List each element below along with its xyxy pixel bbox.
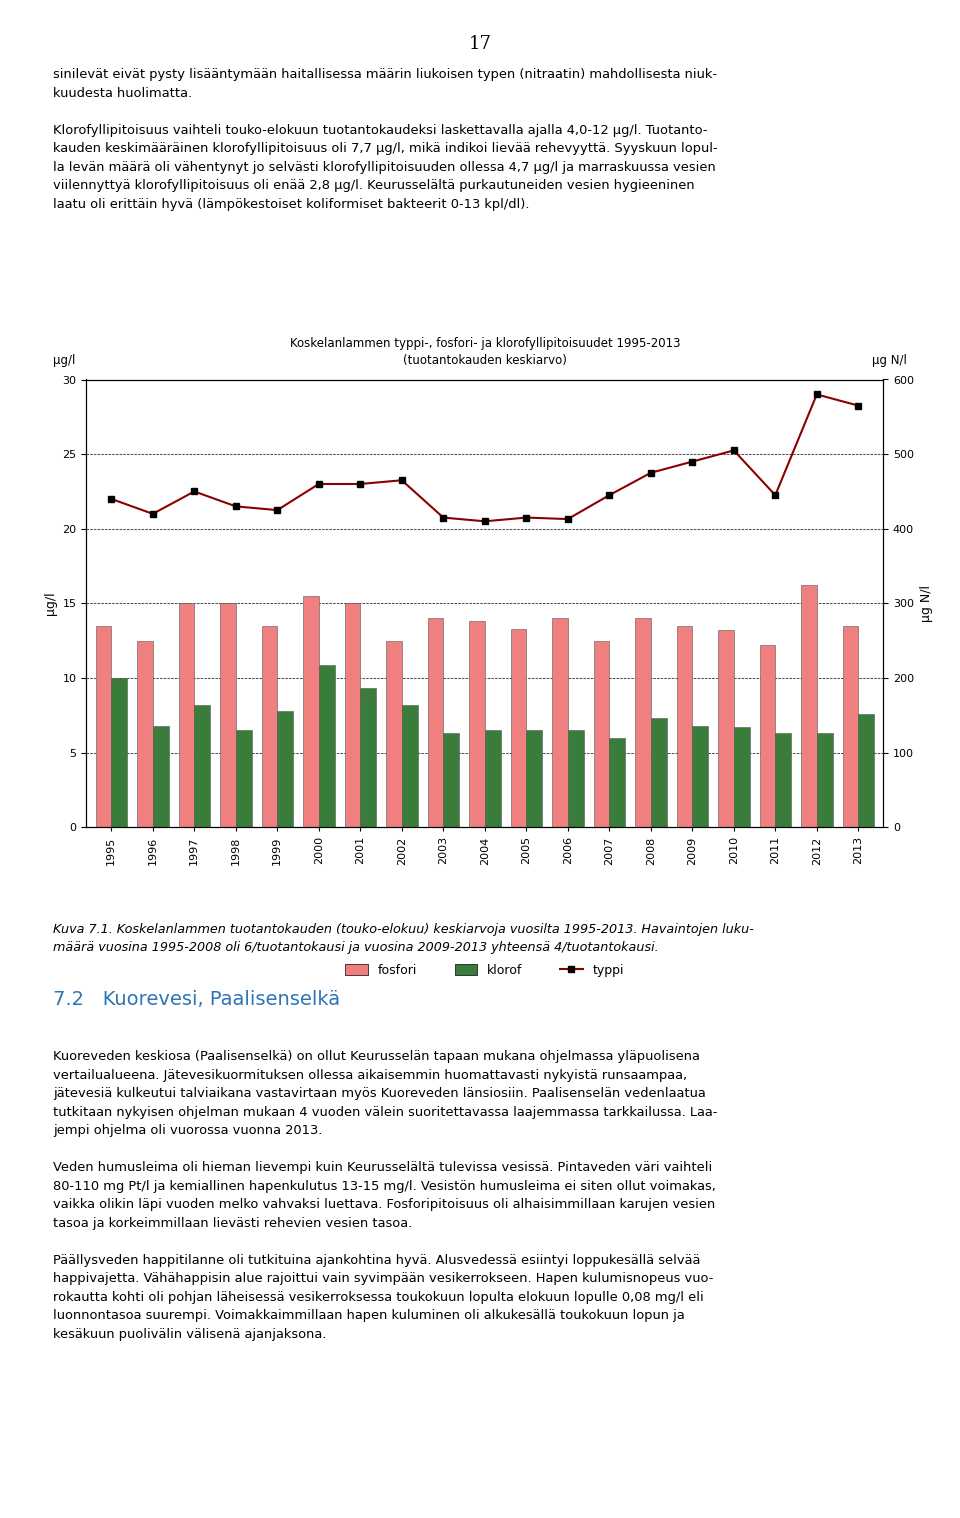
Text: µg/l: µg/l xyxy=(53,354,75,367)
Bar xyxy=(153,726,169,827)
Bar xyxy=(386,641,402,827)
Bar xyxy=(567,730,584,827)
Bar xyxy=(345,603,360,827)
Legend: fosfori, klorof, typpi: fosfori, klorof, typpi xyxy=(341,959,629,982)
Bar xyxy=(843,625,858,827)
Bar xyxy=(179,603,194,827)
Y-axis label: µg N/l: µg N/l xyxy=(920,584,932,622)
Bar xyxy=(444,733,459,827)
Bar xyxy=(593,641,610,827)
Bar xyxy=(96,625,111,827)
Text: 7.2   Kuorevesi, Paalisenselkä: 7.2 Kuorevesi, Paalisenselkä xyxy=(53,990,340,1009)
Bar xyxy=(610,738,625,827)
Bar xyxy=(236,730,252,827)
Bar xyxy=(776,733,791,827)
Bar xyxy=(402,704,418,827)
Bar xyxy=(801,586,817,827)
Bar xyxy=(137,641,153,827)
Bar xyxy=(511,628,526,827)
Text: Kuoreveden keskiosa (Paalisenselkä) on ollut Keurusselän tapaan mukana ohjelmass: Kuoreveden keskiosa (Paalisenselkä) on o… xyxy=(53,1050,717,1340)
Bar xyxy=(360,689,376,827)
Bar xyxy=(277,710,293,827)
Text: 17: 17 xyxy=(468,35,492,53)
Text: Kuva 7.1. Koskelanlammen tuotantokauden (touko-elokuu) keskiarvoja vuosilta 1995: Kuva 7.1. Koskelanlammen tuotantokauden … xyxy=(53,923,754,953)
Text: Koskelanlammen typpi-, fosfori- ja klorofyllipitoisuudet 1995-2013
(tuotantokaud: Koskelanlammen typpi-, fosfori- ja kloro… xyxy=(290,337,680,367)
Bar xyxy=(817,733,832,827)
Bar xyxy=(552,618,567,827)
Bar xyxy=(111,679,127,827)
Bar xyxy=(526,730,542,827)
Y-axis label: µg/l: µg/l xyxy=(44,592,57,615)
Text: µg N/l: µg N/l xyxy=(873,354,907,367)
Bar xyxy=(427,618,444,827)
Bar xyxy=(469,621,485,827)
Bar xyxy=(220,603,236,827)
Bar xyxy=(759,645,776,827)
Bar xyxy=(485,730,500,827)
Bar xyxy=(319,665,335,827)
Text: sinilevät eivät pysty lisääntymään haitallisessa määrin liukoisen typen (nitraat: sinilevät eivät pysty lisääntymään haita… xyxy=(53,68,717,211)
Bar xyxy=(692,726,708,827)
Bar xyxy=(194,704,210,827)
Bar xyxy=(858,713,874,827)
Bar xyxy=(718,630,733,827)
Bar xyxy=(303,597,319,827)
Bar xyxy=(261,625,277,827)
Bar xyxy=(635,618,651,827)
Bar xyxy=(677,625,692,827)
Bar xyxy=(733,727,750,827)
Bar xyxy=(651,718,666,827)
